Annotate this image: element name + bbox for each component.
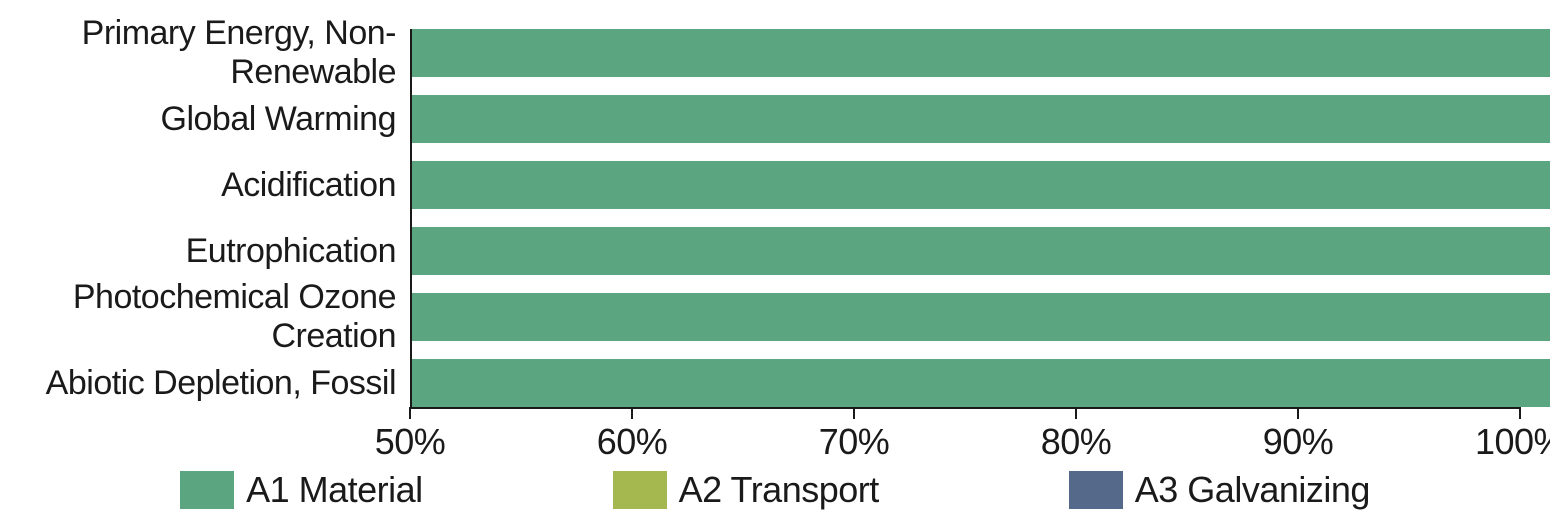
legend-item: A3 Galvanizing	[1069, 469, 1370, 511]
chart-row: Primary Energy, Non-Renewable	[0, 20, 1550, 86]
axis-tick	[631, 407, 633, 419]
bar-segment-a1	[410, 293, 1550, 341]
legend: A1 Material A2 Transport A3 Galvanizing	[0, 469, 1550, 511]
bar-segment-a1	[410, 359, 1550, 407]
legend-item: A1 Material	[180, 469, 423, 511]
axis-line-vertical	[410, 29, 412, 407]
category-label: Eutrophication	[0, 232, 410, 271]
bar-track	[410, 95, 1520, 143]
axis-tick	[1519, 407, 1521, 419]
bar-track	[410, 29, 1520, 77]
axis-line-horizontal	[410, 407, 1520, 409]
axis-tick-label: 80%	[1041, 421, 1112, 463]
bar-segment-a1	[410, 95, 1550, 143]
bar-track	[410, 359, 1520, 407]
axis-tick-label: 50%	[375, 421, 446, 463]
axis-tick-label: 100%	[1475, 421, 1550, 463]
bar-segment-a1	[410, 29, 1550, 77]
axis-tick	[409, 407, 411, 419]
category-label: Global Warming	[0, 100, 410, 139]
bar-track	[410, 227, 1520, 275]
bar-segment-a1	[410, 161, 1550, 209]
legend-label: A2 Transport	[679, 469, 879, 511]
legend-item: A2 Transport	[613, 469, 879, 511]
category-label: Acidification	[0, 166, 410, 205]
axis-tick-label: 70%	[819, 421, 890, 463]
legend-swatch	[180, 471, 234, 509]
chart-row: Global Warming	[0, 86, 1550, 152]
chart-row: Eutrophication	[0, 218, 1550, 284]
bar-segment-a1	[410, 227, 1550, 275]
legend-swatch	[1069, 471, 1123, 509]
bar-track	[410, 161, 1520, 209]
legend-label: A3 Galvanizing	[1135, 469, 1370, 511]
axis-tick-label: 90%	[1263, 421, 1334, 463]
legend-label: A1 Material	[246, 469, 423, 511]
stacked-bar-chart: Primary Energy, Non-Renewable Global Warm…	[0, 20, 1550, 416]
chart-row: Photochemical Ozone Creation	[0, 284, 1550, 350]
chart-row: Acidification	[0, 152, 1550, 218]
axis-tick-label: 60%	[597, 421, 668, 463]
category-label: Photochemical Ozone Creation	[0, 278, 410, 356]
legend-swatch	[613, 471, 667, 509]
axis-tick	[853, 407, 855, 419]
axis-tick	[1075, 407, 1077, 419]
category-label: Abiotic Depletion, Fossil	[0, 364, 410, 403]
category-label: Primary Energy, Non-Renewable	[0, 14, 410, 92]
axis-tick	[1297, 407, 1299, 419]
bar-track	[410, 293, 1520, 341]
